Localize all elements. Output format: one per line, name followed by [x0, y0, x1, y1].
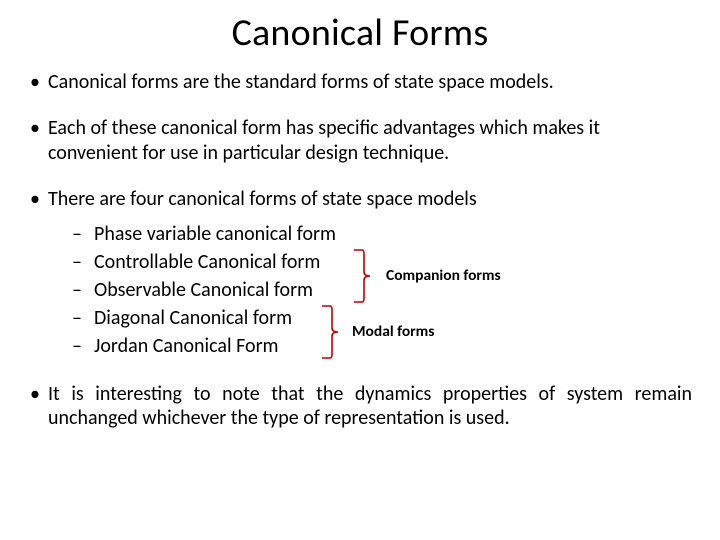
sub-item-2: Controllable Canonical form: [72, 248, 692, 276]
slide: Canonical Forms Canonical forms are the …: [0, 0, 720, 540]
bullet-2: Each of these canonical form has specifi…: [28, 116, 692, 165]
sub-item-3: Observable Canonical form: [72, 276, 692, 304]
bullet-4: It is interesting to note that the dynam…: [28, 382, 692, 431]
modal-forms-label: Modal forms: [352, 323, 434, 342]
bullet-1: Canonical forms are the standard forms o…: [28, 70, 692, 94]
bullet-3: There are four canonical forms of state …: [28, 187, 692, 359]
companion-forms-label: Companion forms: [386, 267, 501, 286]
slide-title: Canonical Forms: [28, 10, 692, 56]
sub-list-wrap: Phase variable canonical form Controllab…: [48, 220, 692, 360]
sub-item-1: Phase variable canonical form: [72, 220, 692, 248]
bullet-3-text: There are four canonical forms of state …: [48, 187, 477, 211]
bullet-list: Canonical forms are the standard forms o…: [28, 70, 692, 430]
